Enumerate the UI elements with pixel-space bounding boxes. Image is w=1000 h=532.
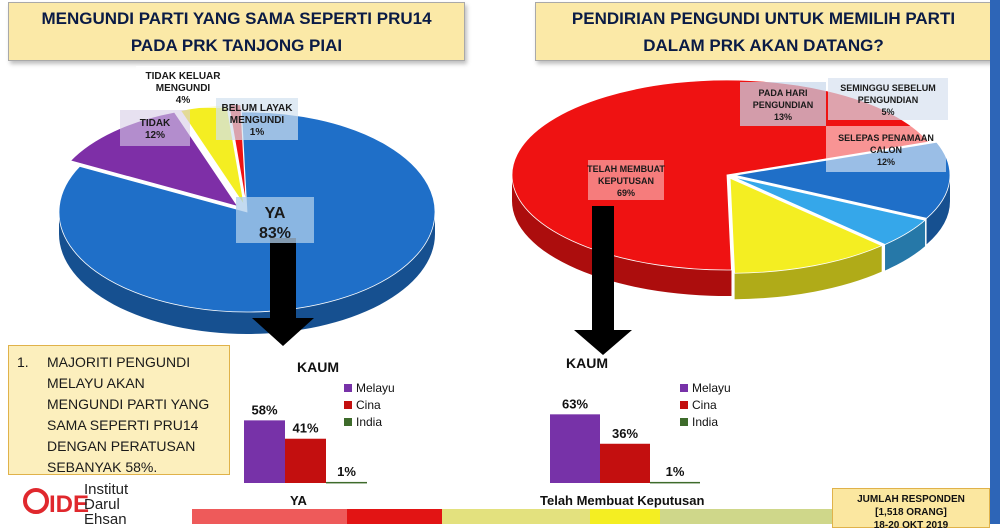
- bars2-title: KAUM: [566, 355, 608, 371]
- header-left-banner: MENGUNDI PARTI YANG SAMA SEPERTI PRU14 P…: [8, 2, 465, 61]
- label-ya-text-1: YA: [265, 205, 286, 222]
- bars2-label-cina: 36%: [612, 426, 638, 441]
- label-seminggu-text-1: SEMINGGU SEBELUM: [840, 83, 936, 93]
- bars2-legend-text-3: India: [692, 415, 718, 429]
- responden-line1: JUMLAH RESPONDEN: [857, 494, 965, 505]
- bars2-legend-text-1: Melayu: [692, 381, 731, 395]
- note-number: 1.: [17, 354, 29, 370]
- footer-label-ya: YA: [290, 493, 307, 508]
- label-selepas-text-3: 12%: [877, 157, 895, 167]
- header-right-line1: PENDIRIAN PENGUNDI UNTUK MEMILIH PARTI: [571, 8, 956, 28]
- bars2-legend-swatch-2: [680, 401, 688, 409]
- pie2-slice-4: [729, 177, 883, 274]
- down-arrow-right: [574, 206, 632, 355]
- pie-chart-2: [511, 79, 951, 300]
- header-right-banner: PENDIRIAN PENGUNDI UNTUK MEMILIH PARTI D…: [535, 2, 992, 61]
- pie2-slice-side-2: [926, 175, 950, 245]
- label-ya-box: [236, 197, 314, 243]
- label-telah-text-1: TELAH MEMBUAT: [587, 164, 665, 174]
- label-tidak-box: [120, 110, 190, 146]
- logo-text: Institut Darul Ehsan: [84, 482, 128, 527]
- pie2-slice-side-4: [734, 245, 882, 300]
- label-selepas-text-1: SELEPAS PENAMAAN: [838, 133, 934, 143]
- label-selepas-box: [826, 126, 946, 172]
- label-tidak-text-2: 12%: [145, 130, 165, 141]
- label-pada-hari-box: [740, 82, 826, 126]
- pie2-slice-side-1: [512, 175, 732, 297]
- bars1-title: KAUM: [297, 359, 339, 375]
- label-pada-hari-text-1: PADA HARI: [759, 88, 808, 98]
- label-ya-text-2: 83%: [259, 225, 291, 242]
- label-telah-text-3: 69%: [617, 188, 635, 198]
- bars1-bar-melayu: [244, 420, 285, 483]
- header-left-line1: MENGUNDI PARTI YANG SAMA SEPERTI PRU14: [41, 8, 432, 28]
- bars2-label-india: 1%: [666, 464, 685, 479]
- label-selepas-text-2: CALON: [870, 145, 902, 155]
- bars1-legend-text-2: Cina: [356, 398, 381, 412]
- pie1-slice-side-1: [59, 212, 435, 334]
- bars2-legend-swatch-1: [680, 384, 688, 392]
- bars2-legend-text-2: Cina: [692, 398, 717, 412]
- bars1-legend-swatch-2: [344, 401, 352, 409]
- bars1-label-melayu: 58%: [251, 402, 277, 417]
- bars1-legend-swatch-3: [344, 418, 352, 426]
- bars1-legend-text-3: India: [356, 415, 382, 429]
- bar-chart-1: KAUM 58% 41% 1% Melayu Cina India: [244, 359, 395, 484]
- label-pada-hari-text-3: 13%: [774, 112, 792, 122]
- bars1-legend-swatch-1: [344, 384, 352, 392]
- bars2-bar-cina: [600, 443, 650, 483]
- logo-line3: Ehsan: [84, 511, 127, 528]
- responden-box: JUMLAH RESPONDEN [1,518 ORANG] 18-20 OKT…: [832, 488, 990, 531]
- bar-chart-2: KAUM 63% 36% 1% Melayu Cina India: [550, 355, 731, 484]
- logo-mark: IDE: [49, 491, 89, 518]
- label-tidak-keluar-text-2: MENGUNDI: [156, 83, 211, 94]
- bars1-bar-cina: [285, 438, 326, 483]
- label-seminggu-box: [828, 78, 948, 120]
- label-belum-layak-text-2: MENGUNDI: [230, 115, 285, 126]
- footer-strip-4: [590, 509, 660, 524]
- logo-circle-icon: [23, 488, 49, 514]
- ide-logo: IDE: [23, 488, 89, 518]
- header-left-line2: PADA PRK TANJONG PIAI: [130, 35, 343, 55]
- bars2-label-melayu: 63%: [562, 396, 588, 411]
- footer-label-keputusan: Telah Membuat Keputusan: [540, 493, 705, 508]
- logo-line2: Darul: [84, 496, 120, 513]
- bars2-legend-swatch-3: [680, 418, 688, 426]
- header-right-line2: DALAM PRK AKAN DATANG?: [643, 35, 884, 55]
- arrows: [252, 206, 632, 355]
- label-telah-box: [588, 160, 664, 200]
- label-seminggu-text-2: PENGUNDIAN: [858, 95, 919, 105]
- note-text: MAJORITI PENGUNDI MELAYU AKAN MENGUNDI P…: [47, 354, 210, 475]
- footer-strip-3: [442, 509, 590, 524]
- footer-strip-5: [660, 509, 832, 524]
- responden-line3: 18-20 OKT 2019: [873, 520, 949, 531]
- down-arrow-left: [252, 238, 314, 346]
- responden-line2: [1,518 ORANG]: [875, 507, 947, 518]
- bars1-label-india: 1%: [337, 464, 356, 479]
- bars1-label-cina: 41%: [292, 421, 318, 436]
- bars1-bar-india: [326, 481, 367, 484]
- pie2-slice-side-3: [885, 220, 926, 271]
- label-telah-text-2: KEPUTUSAN: [598, 176, 654, 186]
- footer-strip-2: [347, 509, 442, 524]
- bars2-bar-melayu: [550, 414, 600, 483]
- label-seminggu-text-3: 5%: [881, 107, 894, 117]
- label-tidak-text-1: TIDAK: [140, 118, 171, 129]
- label-pada-hari-text-2: PENGUNDIAN: [753, 100, 814, 110]
- pie2-slice-3: [733, 176, 926, 245]
- right-edge-bar: [990, 0, 1000, 524]
- label-tidak-keluar-box: [136, 66, 230, 108]
- footer-strip-1: [192, 509, 347, 524]
- logo-line1: Institut: [84, 481, 129, 498]
- label-belum-layak-box: [216, 98, 298, 140]
- label-tidak-keluar-text-3: 4%: [176, 95, 191, 106]
- bars2-bar-india: [650, 481, 700, 484]
- label-belum-layak-text-1: BELUM LAYAK: [222, 103, 294, 114]
- note-box: 1. MAJORITI PENGUNDI MELAYU AKAN MENGUND…: [8, 345, 230, 475]
- label-belum-layak-text-3: 1%: [250, 127, 265, 138]
- label-tidak-keluar-text-1: TIDAK KELUAR: [146, 71, 222, 82]
- bars1-legend-text-1: Melayu: [356, 381, 395, 395]
